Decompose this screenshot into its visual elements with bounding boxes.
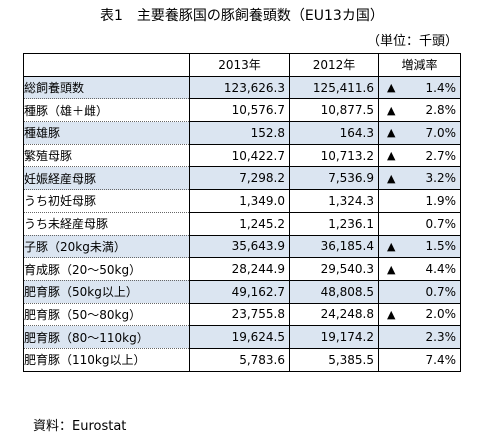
decrease-triangle-icon: ▲ <box>387 103 396 117</box>
value-2012: 48,808.5 <box>289 279 379 304</box>
change-rate: 1.5% <box>425 239 457 254</box>
value-2012: 1,324.3 <box>289 189 379 213</box>
value-2013: 35,643.9 <box>189 234 290 259</box>
source-note: 資料：Eurostat <box>33 419 127 434</box>
change-rate-cell: ▲ 2.7% <box>378 143 461 168</box>
table-row: 繁殖母豚 10,422.7 10,713.2 ▲ 2.7% <box>23 143 461 168</box>
decrease-triangle-icon: ▲ <box>387 149 396 163</box>
value-2012: 10,713.2 <box>289 143 379 168</box>
value-2012: 1,236.1 <box>289 211 379 236</box>
change-rate-cell: ▲ 7.0% <box>378 121 461 145</box>
change-rate-cell: 0.7% <box>378 211 461 236</box>
value-2012: 7,536.9 <box>289 166 379 191</box>
table-row: 総飼養頭数 123,626.3 125,411.6 ▲ 1.4% <box>23 75 461 100</box>
change-rate: 0.7% <box>425 284 457 299</box>
value-2012: 19,174.2 <box>289 325 379 349</box>
unit-label: （単位：千頭） <box>366 34 458 49</box>
value-2012: 36,185.4 <box>289 234 379 259</box>
row-label: 肥育豚（80～110kg） <box>23 325 190 349</box>
decrease-triangle-icon: ▲ <box>387 126 396 140</box>
value-2012: 24,248.8 <box>289 302 379 327</box>
value-2013: 152.8 <box>189 121 290 145</box>
change-rate-cell: 0.7% <box>378 279 461 304</box>
decrease-triangle-icon: ▲ <box>387 239 396 253</box>
row-label: 種豚（雄＋雌） <box>23 98 190 123</box>
change-rate: 4.4% <box>425 262 457 277</box>
table-row: 育成豚（20～50kg） 28,244.9 29,540.3 ▲ 4.4% <box>23 257 461 281</box>
value-2013: 1,245.2 <box>189 211 290 236</box>
change-rate-cell: ▲ 3.2% <box>378 166 461 191</box>
row-label: うち未経産母豚 <box>23 211 190 236</box>
value-2013: 10,576.7 <box>189 98 290 123</box>
header-blank <box>23 53 190 77</box>
change-rate-cell: ▲ 2.0% <box>378 302 461 327</box>
table-title: 表1 主要養豚国の豚飼養頭数（EU13カ国） <box>100 8 384 24</box>
value-2013: 49,162.7 <box>189 279 290 304</box>
table-row: 肥育豚（80～110kg） 19,624.5 19,174.2 2.3% <box>23 325 461 349</box>
row-label: 肥育豚（110kg以上） <box>23 347 190 372</box>
row-label: 種雄豚 <box>23 121 190 145</box>
row-label: 子豚（20kg未満） <box>23 234 190 259</box>
value-2012: 29,540.3 <box>289 257 379 281</box>
row-label: 育成豚（20～50kg） <box>23 257 190 281</box>
change-rate-cell: ▲ 4.4% <box>378 257 461 281</box>
row-label: 肥育豚（50～80kg） <box>23 302 190 327</box>
value-2013: 23,755.8 <box>189 302 290 327</box>
change-rate: 1.4% <box>425 80 457 95</box>
change-rate: 2.8% <box>425 103 457 118</box>
value-2012: 5,385.5 <box>289 347 379 372</box>
table-row: うち未経産母豚 1,245.2 1,236.1 0.7% <box>23 211 461 236</box>
change-rate-cell: 7.4% <box>378 347 461 372</box>
value-2013: 28,244.9 <box>189 257 290 281</box>
change-rate-cell: 1.9% <box>378 189 461 213</box>
change-rate: 3.2% <box>425 171 457 186</box>
decrease-triangle-icon: ▲ <box>387 171 396 185</box>
value-2013: 7,298.2 <box>189 166 290 191</box>
row-label: 繁殖母豚 <box>23 143 190 168</box>
row-label: 総飼養頭数 <box>23 75 190 100</box>
change-rate: 2.3% <box>425 330 457 345</box>
table-row: 肥育豚（50kg以上） 49,162.7 48,808.5 0.7% <box>23 279 461 304</box>
change-rate-cell: ▲ 2.8% <box>378 98 461 123</box>
decrease-triangle-icon: ▲ <box>387 262 396 276</box>
value-2013: 19,624.5 <box>189 325 290 349</box>
row-label: うち初妊母豚 <box>23 189 190 213</box>
value-2012: 125,411.6 <box>289 75 379 100</box>
header-2013: 2013年 <box>189 53 290 77</box>
change-rate-cell: ▲ 1.5% <box>378 234 461 259</box>
value-2012: 164.3 <box>289 121 379 145</box>
change-rate: 2.7% <box>425 148 457 163</box>
change-rate: 7.0% <box>425 125 457 140</box>
table-row: うち初妊母豚 1,349.0 1,324.3 1.9% <box>23 189 461 213</box>
row-label: 肥育豚（50kg以上） <box>23 279 190 304</box>
pig-inventory-table: 2013年 2012年 増減率 総飼養頭数 123,626.3 125,411.… <box>23 53 461 372</box>
table-row: 肥育豚（110kg以上） 5,783.6 5,385.5 7.4% <box>23 347 461 372</box>
value-2013: 123,626.3 <box>189 75 290 100</box>
decrease-triangle-icon: ▲ <box>387 81 396 95</box>
change-rate-cell: 2.3% <box>378 325 461 349</box>
change-rate: 2.0% <box>425 307 457 322</box>
header-2012: 2012年 <box>289 53 379 77</box>
table-row: 妊娠経産母豚 7,298.2 7,536.9 ▲ 3.2% <box>23 166 461 191</box>
value-2013: 5,783.6 <box>189 347 290 372</box>
change-rate: 7.4% <box>425 352 457 367</box>
table-row: 子豚（20kg未満） 35,643.9 36,185.4 ▲ 1.5% <box>23 234 461 259</box>
value-2013: 10,422.7 <box>189 143 290 168</box>
change-rate: 1.9% <box>425 193 457 208</box>
value-2012: 10,877.5 <box>289 98 379 123</box>
decrease-triangle-icon: ▲ <box>387 307 396 321</box>
change-rate-cell: ▲ 1.4% <box>378 75 461 100</box>
table-header-row: 2013年 2012年 増減率 <box>23 53 461 77</box>
table-row: 種雄豚 152.8 164.3 ▲ 7.0% <box>23 121 461 145</box>
table-row: 肥育豚（50～80kg） 23,755.8 24,248.8 ▲ 2.0% <box>23 302 461 327</box>
header-rate: 増減率 <box>378 53 461 77</box>
table-row: 種豚（雄＋雌） 10,576.7 10,877.5 ▲ 2.8% <box>23 98 461 123</box>
row-label: 妊娠経産母豚 <box>23 166 190 191</box>
change-rate: 0.7% <box>425 216 457 231</box>
value-2013: 1,349.0 <box>189 189 290 213</box>
